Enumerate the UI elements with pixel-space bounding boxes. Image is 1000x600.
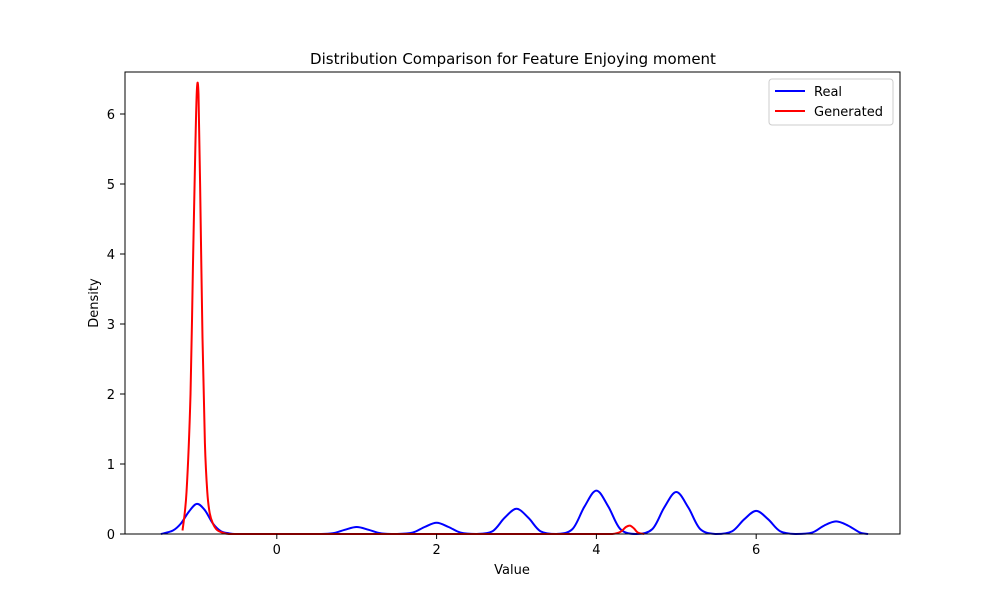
- y-tick-label: 3: [107, 318, 115, 333]
- y-tick-label: 6: [107, 108, 115, 123]
- legend: Real Generated: [768, 78, 894, 126]
- x-tick-label: 2: [432, 543, 440, 558]
- y-tick-label: 1: [107, 458, 115, 473]
- x-tick-label: 4: [592, 543, 600, 558]
- y-axis-label: Density: [87, 278, 102, 328]
- plot-frame: [124, 71, 901, 535]
- y-tick-label: 4: [107, 248, 115, 263]
- x-axis-label: Value: [494, 563, 530, 578]
- x-tick-label: 6: [752, 543, 760, 558]
- chart-title: Distribution Comparison for Feature Enjo…: [310, 50, 716, 68]
- legend-label-generated: Generated: [814, 105, 883, 120]
- y-tick-label: 0: [107, 528, 115, 543]
- series-line-generated: [181, 81, 645, 536]
- legend-label-real: Real: [814, 85, 842, 100]
- y-tick-label: 2: [107, 388, 115, 403]
- y-tick-label: 5: [107, 178, 115, 193]
- x-tick-label: 0: [273, 543, 281, 558]
